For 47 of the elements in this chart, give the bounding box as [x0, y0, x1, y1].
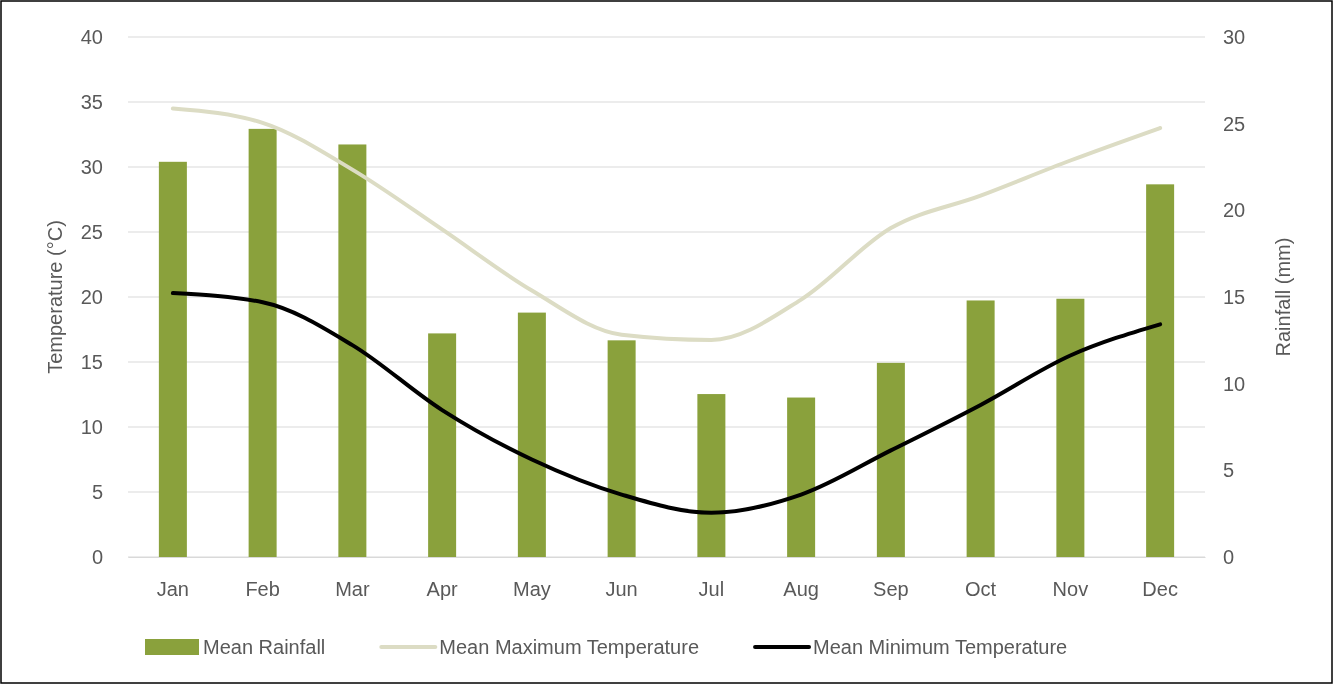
x-tick-label: Aug — [783, 578, 819, 601]
legend-label: Mean Maximum Temperature — [439, 636, 700, 658]
bar — [607, 340, 636, 557]
y2-tick-label: 5 — [1223, 459, 1235, 482]
x-tick-label: Jun — [605, 578, 638, 601]
y2-axis-title: Rainfall (mm) — [1272, 237, 1294, 357]
line-series — [170, 106, 1163, 342]
x-tick-label: Sep — [873, 578, 909, 601]
bar — [248, 128, 277, 557]
bar — [158, 161, 187, 557]
y-tick-label: 25 — [80, 220, 103, 243]
y2-tick-label: 15 — [1223, 285, 1246, 308]
y-axis-title: Temperature (°C) — [44, 220, 66, 374]
y-tick-label: 30 — [80, 155, 103, 178]
y-tick-label: 15 — [80, 350, 103, 373]
y-tick-label: 5 — [91, 480, 103, 503]
bar — [338, 144, 367, 557]
bar — [1146, 184, 1175, 557]
legend-label: Mean Minimum Temperature — [813, 636, 1068, 658]
x-tick-label: Jul — [698, 578, 725, 601]
y-tick-label: 10 — [80, 415, 103, 438]
bar — [876, 362, 905, 557]
y2-tick-label: 10 — [1223, 372, 1246, 395]
x-tick-label: Mar — [335, 578, 370, 601]
x-tick-label: Nov — [1052, 578, 1089, 601]
x-tick-label: Oct — [965, 578, 997, 601]
bar — [966, 300, 995, 557]
bar — [1056, 298, 1085, 557]
bar — [787, 397, 816, 557]
y2-tick-label: 25 — [1223, 112, 1246, 135]
x-tick-label: Jan — [156, 578, 189, 601]
x-tick-label: Dec — [1142, 578, 1178, 601]
legend-label: Mean Rainfall — [203, 636, 326, 658]
y-tick-label: 0 — [91, 545, 103, 568]
y2-tick-label: 20 — [1223, 199, 1246, 222]
x-tick-label: Apr — [426, 578, 459, 601]
y-tick-label: 20 — [80, 285, 103, 308]
y2-tick-label: 30 — [1223, 25, 1246, 48]
y-tick-label: 35 — [80, 90, 103, 113]
x-tick-label: Feb — [245, 578, 280, 601]
bar — [517, 312, 546, 557]
y2-tick-label: 0 — [1223, 545, 1235, 568]
y-tick-label: 40 — [80, 25, 103, 48]
bar — [428, 333, 457, 557]
bar — [697, 394, 726, 557]
line-series — [170, 291, 1163, 515]
x-tick-label: May — [512, 578, 551, 601]
